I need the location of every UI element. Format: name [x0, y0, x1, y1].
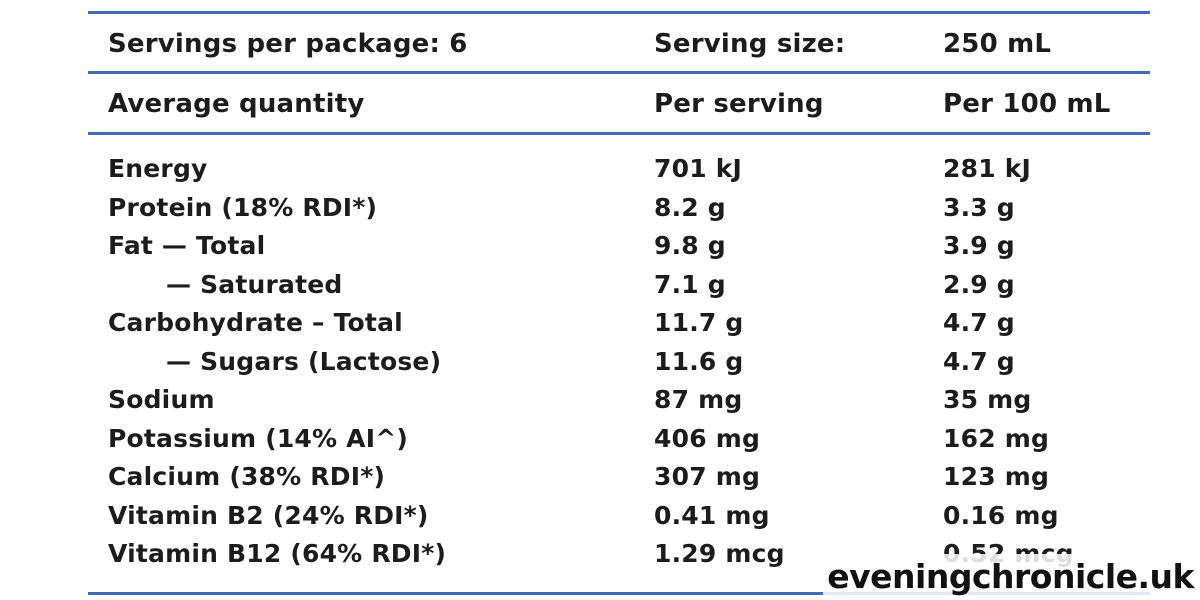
per-100-value: 35 mg — [943, 385, 1032, 414]
servings-row: Servings per package: 6 Serving size: 25… — [88, 25, 1150, 63]
column-header-per-100: Per 100 mL — [943, 89, 1111, 119]
table-row: Fat — Total 9.8 g 3.9 g — [88, 227, 1150, 265]
per-100-value: 123 mg — [943, 462, 1050, 491]
per-serving-value: 8.2 g — [654, 193, 726, 222]
per-serving-value: 7.1 g — [654, 270, 726, 299]
servings-divider — [88, 71, 1150, 74]
serving-size-label: Serving size: — [654, 29, 846, 59]
table-row: Potassium (14% AI^) 406 mg 162 mg — [88, 420, 1150, 458]
nutrient-label: Protein (18% RDI*) — [108, 193, 378, 222]
nutrition-panel: Servings per package: 6 Serving size: 25… — [88, 11, 1150, 595]
table-row: Vitamin B12 (64% RDI*) 1.29 mcg 0.52 mcg — [88, 535, 1150, 573]
table-row: Carbohydrate – Total 11.7 g 4.7 g — [88, 304, 1150, 342]
per-100-value: 3.3 g — [943, 193, 1015, 222]
per-100-value: 4.7 g — [943, 347, 1015, 376]
top-rule — [88, 11, 1150, 14]
per-serving-value: 1.29 mcg — [654, 539, 785, 568]
header-divider — [88, 132, 1150, 135]
table-row: Vitamin B2 (24% RDI*) 0.41 mg 0.16 mg — [88, 497, 1150, 535]
per-100-value: 162 mg — [943, 424, 1050, 453]
serving-size-value: 250 mL — [943, 29, 1052, 59]
per-100-value: 4.7 g — [943, 308, 1015, 337]
nutrient-label: Calcium (38% RDI*) — [108, 462, 386, 491]
nutrient-label: Potassium (14% AI^) — [108, 424, 408, 453]
table-row: Sodium 87 mg 35 mg — [88, 381, 1150, 419]
per-serving-value: 11.6 g — [654, 347, 744, 376]
table-row: Energy 701 kJ 281 kJ — [88, 150, 1150, 188]
per-serving-value: 11.7 g — [654, 308, 744, 337]
nutrient-label: Vitamin B12 (64% RDI*) — [108, 539, 447, 568]
per-100-value: 3.9 g — [943, 231, 1015, 260]
per-100-value: 2.9 g — [943, 270, 1015, 299]
nutrient-label: Vitamin B2 (24% RDI*) — [108, 501, 429, 530]
nutrient-label: Carbohydrate – Total — [108, 308, 403, 337]
nutrient-label: Fat — Total — [108, 231, 266, 260]
bottom-rule — [88, 592, 1150, 595]
per-100-value: 0.16 mg — [943, 501, 1059, 530]
per-serving-value: 307 mg — [654, 462, 761, 491]
column-header-row: Average quantity Per serving Per 100 mL — [88, 85, 1150, 123]
column-header-per-serving: Per serving — [654, 89, 824, 119]
column-header-quantity: Average quantity — [108, 89, 365, 119]
per-serving-value: 9.8 g — [654, 231, 726, 260]
watermark: eveningchronicle.uk — [823, 554, 1198, 600]
per-serving-value: 87 mg — [654, 385, 743, 414]
nutrient-label: Sodium — [108, 385, 215, 414]
per-serving-value: 701 kJ — [654, 154, 743, 183]
table-row: Calcium (38% RDI*) 307 mg 123 mg — [88, 458, 1150, 496]
servings-per-package: Servings per package: 6 — [108, 29, 468, 59]
per-serving-value: 0.41 mg — [654, 501, 770, 530]
nutrient-label: — Sugars (Lactose) — [166, 347, 442, 376]
nutrient-label: — Saturated — [166, 270, 343, 299]
nutrient-label: Energy — [108, 154, 208, 183]
per-100-value: 281 kJ — [943, 154, 1032, 183]
per-serving-value: 406 mg — [654, 424, 761, 453]
table-row: — Saturated 7.1 g 2.9 g — [88, 266, 1150, 304]
table-row: — Sugars (Lactose) 11.6 g 4.7 g — [88, 343, 1150, 381]
table-row: Protein (18% RDI*) 8.2 g 3.3 g — [88, 189, 1150, 227]
